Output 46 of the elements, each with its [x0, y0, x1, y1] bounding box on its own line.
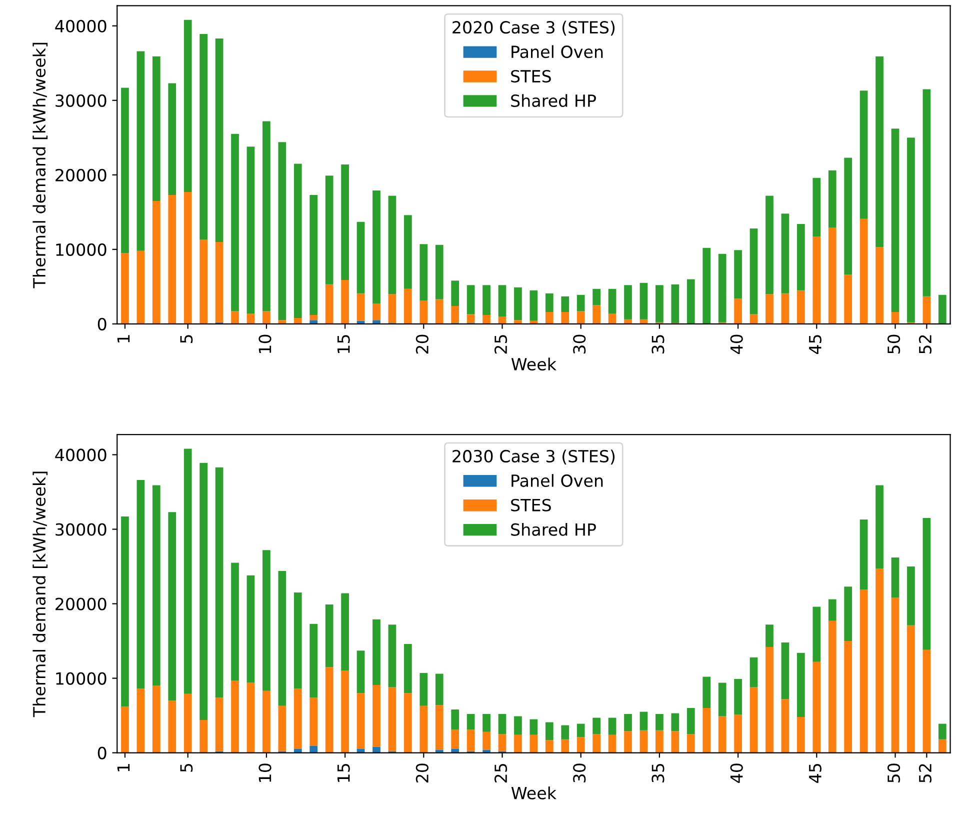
y-tick-label: 40000	[55, 20, 106, 32]
x-tick-label: 35	[652, 335, 664, 354]
y-tick-label: 0	[98, 746, 106, 760]
x-tick-label: 50	[887, 334, 900, 354]
x-tick-label: 50	[887, 764, 900, 782]
x-tick-label: 52	[918, 764, 932, 782]
x-tick-label: 10	[258, 764, 272, 782]
legend-label: Panel Oven	[512, 45, 603, 58]
x-tick-label: 45	[809, 764, 822, 783]
y-tick-label: 20000	[56, 598, 106, 610]
x-tick-label: 30	[573, 764, 586, 782]
x-tick-label: 25	[494, 335, 508, 354]
y-tick-label: 0	[98, 318, 106, 330]
x-tick-label: 15	[337, 335, 350, 353]
legend-label: Shared HP	[511, 94, 596, 108]
x-tick-label: 5	[180, 764, 193, 772]
x-tick-label: 25	[494, 764, 508, 782]
x-tick-label: 40	[730, 334, 743, 354]
x-tick-label: 52	[918, 335, 932, 354]
x-tick-label: 45	[809, 335, 822, 354]
x-axis-title: Week	[511, 786, 556, 800]
legend-label: STES	[511, 498, 551, 512]
y-tick-label: 30000	[56, 523, 106, 536]
x-axis-title: Week	[511, 358, 556, 371]
y-axis-title: Thermal demand [kWh/week]	[32, 42, 48, 288]
x-tick-label: 35	[652, 764, 664, 782]
x-tick-label: 20	[416, 764, 428, 782]
x-tick-label: 5	[180, 335, 193, 343]
x-tick-label: 10	[258, 334, 272, 353]
x-tick-label: 15	[337, 764, 350, 782]
legend-title: 2030 Case 3 (STES)	[452, 450, 615, 464]
y-tick-label: 30000	[56, 94, 106, 107]
y-tick-label: 10000	[56, 243, 106, 256]
x-tick-label: 1	[117, 764, 130, 772]
y-tick-label: 40000	[55, 448, 106, 462]
legend-title: 2020 Case 3 (STES)	[452, 20, 615, 36]
legend-label: Shared HP	[511, 522, 596, 536]
legend-label: STES	[511, 70, 551, 83]
y-tick-label: 10000	[56, 672, 106, 685]
x-tick-label: 20	[416, 334, 428, 354]
x-tick-label: 40	[730, 764, 743, 783]
legend-label: Panel Oven	[512, 474, 603, 487]
x-tick-label: 30	[573, 334, 586, 354]
x-tick-label: 1	[117, 335, 130, 342]
y-axis-title: Thermal demand [kWh/week]	[32, 472, 48, 718]
y-tick-label: 20000	[56, 168, 106, 182]
